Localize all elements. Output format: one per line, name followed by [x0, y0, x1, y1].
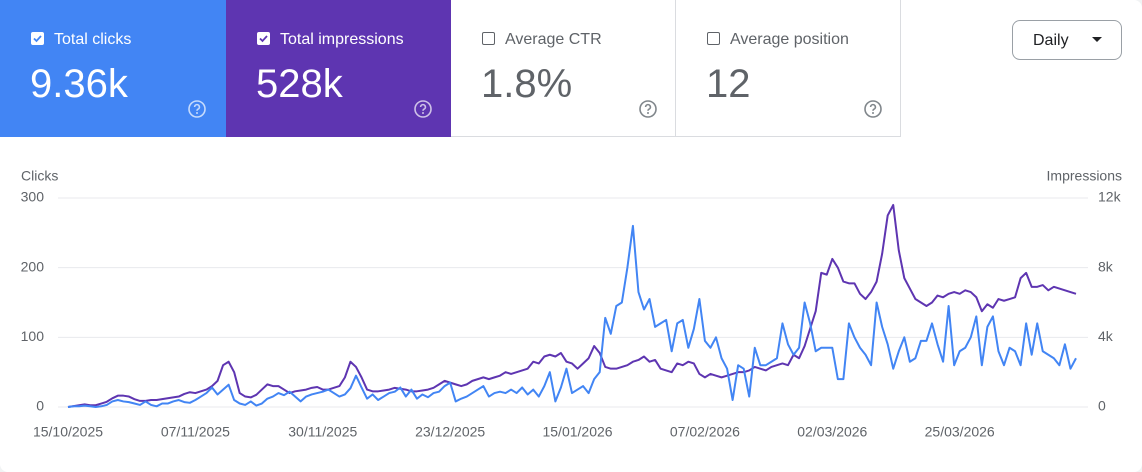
date-granularity-dropdown[interactable]: Daily [1012, 20, 1122, 60]
checkmark [259, 35, 268, 43]
y-tick-label: 300 [21, 189, 45, 205]
metric-card[interactable]: Total clicks 9.36k [0, 0, 226, 137]
help-icon[interactable] [414, 100, 432, 118]
help-icon[interactable] [639, 100, 657, 118]
checkbox[interactable] [31, 32, 44, 45]
help-icon[interactable] [864, 100, 882, 118]
x-tick-label: 23/12/2025 [415, 424, 485, 440]
y2-tick-label: 12k [1098, 189, 1122, 205]
metric-label: Total clicks [54, 31, 132, 48]
axis-title: Impressions [1047, 168, 1122, 184]
metric-card[interactable]: Total impressions 528k [226, 0, 451, 137]
y2-tick-label: 4k [1098, 328, 1114, 344]
help-glyph [188, 100, 206, 118]
checkmark [33, 35, 42, 43]
metric-value: 9.36k [30, 62, 128, 106]
y-tick-label: 0 [36, 398, 44, 414]
x-tick-label: 07/02/2026 [670, 424, 740, 440]
series-line [67, 224, 1077, 408]
axis-title: Clicks [21, 168, 58, 184]
metric-value: 528k [256, 62, 343, 106]
dropdown-arrow [1092, 37, 1102, 42]
help-glyph [414, 100, 432, 118]
x-tick-label: 02/03/2026 [797, 424, 867, 440]
y2-tick-label: 8k [1098, 258, 1114, 274]
y-tick-label: 100 [21, 328, 45, 344]
metric-value: 12 [706, 62, 751, 106]
metric-card[interactable]: Average CTR 1.8% [451, 0, 676, 137]
y-tick-label: 200 [21, 258, 45, 274]
metric-label: Average position [730, 31, 849, 48]
checkbox[interactable] [257, 32, 270, 45]
dropdown-label: Daily [1033, 32, 1069, 49]
chart: 0 100 200 300 0 4k 8k 12k 15/10/2025 07/11/2025 30… [21, 168, 1122, 440]
help-glyph [639, 100, 657, 118]
checkbox[interactable] [482, 32, 495, 45]
x-tick-label: 07/11/2025 [161, 424, 230, 440]
metric-label: Average CTR [505, 31, 602, 48]
y2-tick-label: 0 [1098, 398, 1106, 414]
x-tick-label: 15/01/2026 [542, 424, 612, 440]
series-line [67, 203, 1077, 408]
x-tick-label: 25/03/2026 [925, 424, 995, 440]
metric-value: 1.8% [481, 62, 573, 106]
x-tick-label: 30/11/2025 [288, 424, 357, 440]
help-icon[interactable] [188, 100, 206, 118]
checkbox[interactable] [707, 32, 720, 45]
metric-card[interactable]: Average position 12 [676, 0, 901, 137]
x-tick-label: 15/10/2025 [33, 424, 103, 440]
help-glyph [864, 100, 882, 118]
metric-label: Total impressions [280, 31, 404, 48]
